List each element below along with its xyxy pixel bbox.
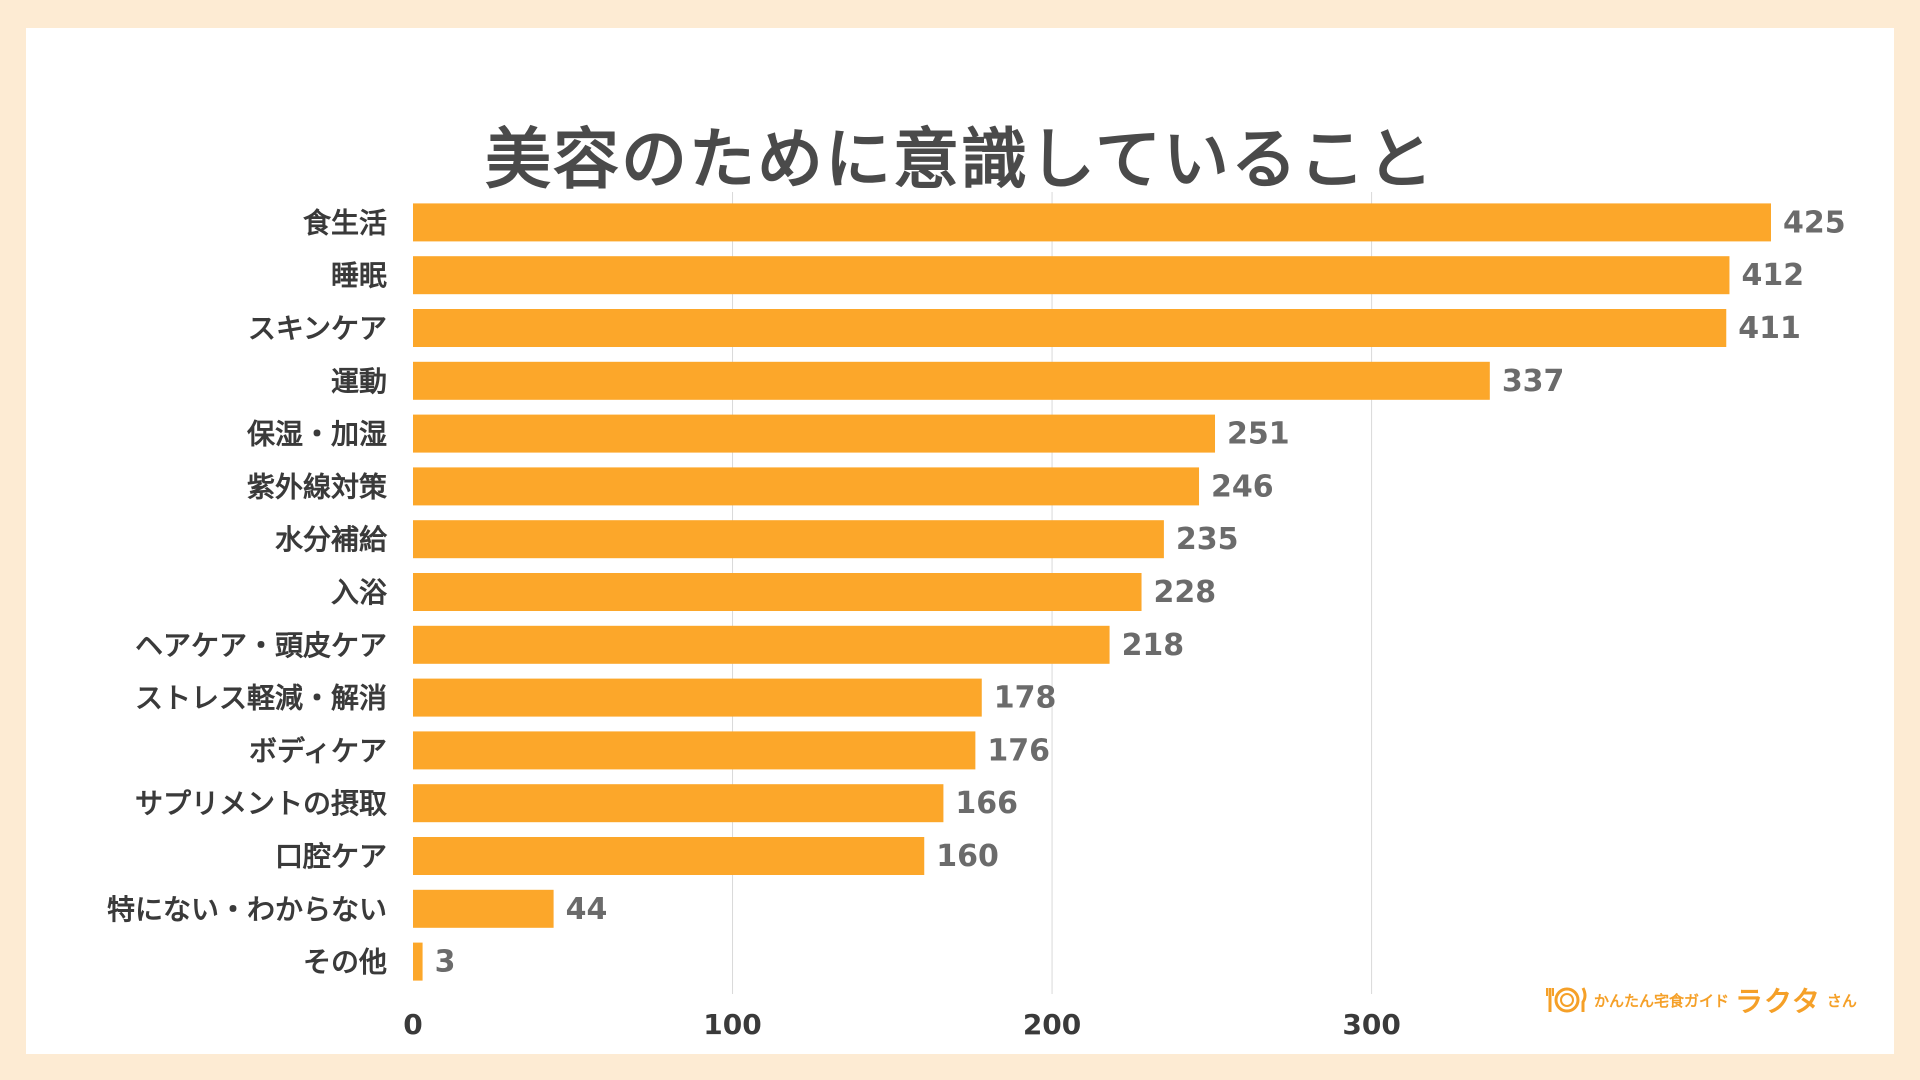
category-label: スキンケア: [248, 312, 387, 345]
bar: [413, 837, 925, 875]
chart-card: 美容のために意識していること 0 100 200 300 食生活 425 睡眠 412 スキンケ…: [26, 28, 1894, 1054]
logo-tagline: かんたん宅食ガイド: [1594, 991, 1730, 1010]
bar: [413, 520, 1164, 559]
bars: [413, 203, 1771, 981]
category-label: その他: [303, 946, 387, 979]
category-label: 紫外線対策: [247, 470, 387, 503]
category-label: サプリメントの摂取: [135, 787, 387, 820]
category-label: 入浴: [331, 576, 388, 609]
bar: [413, 625, 1110, 664]
category-label: ボディケア: [249, 734, 387, 767]
bar: [413, 256, 1730, 295]
labels: 0 100 200 300 食生活 425 睡眠 412 スキンケア 411 運動 337 保湿・加湿 2…: [107, 205, 1846, 1041]
category-label: ストレス軽減・解消: [135, 682, 387, 715]
value-label: 228: [1154, 575, 1217, 610]
x-tick-label: 100: [703, 1008, 761, 1041]
category-label: 特にない・わからない: [107, 893, 387, 926]
bar: [413, 203, 1771, 242]
category-label: 水分補給: [275, 523, 388, 556]
chart-title: 美容のために意識していること: [484, 121, 1436, 198]
category-label: 運動: [331, 365, 387, 398]
category-label: 口腔ケア: [275, 840, 387, 873]
x-tick-label: 0: [403, 1008, 422, 1041]
bar: [413, 889, 554, 928]
category-label: 保湿・加湿: [247, 418, 387, 451]
bar: [413, 414, 1216, 453]
brand-logo: かんたん宅食ガイド ラクタ さん: [1546, 980, 1857, 1020]
category-label: 睡眠: [331, 259, 387, 292]
bar-chart: 0 100 200 300 食生活 425 睡眠 412 スキンケア 411 運動 337 保湿・加湿 2…: [107, 192, 1846, 1041]
logo-name: ラクタ: [1735, 985, 1821, 1018]
bar: [413, 784, 944, 823]
value-label: 218: [1122, 628, 1185, 663]
bar: [413, 573, 1142, 611]
x-tick-label: 300: [1342, 1008, 1400, 1041]
value-label: 425: [1783, 205, 1846, 240]
plate-fork-knife-icon: [1546, 987, 1587, 1013]
bar: [413, 678, 982, 717]
value-label: 176: [987, 733, 1050, 768]
value-label: 412: [1741, 258, 1804, 293]
value-label: 178: [994, 681, 1057, 716]
x-tick-label: 200: [1023, 1008, 1081, 1041]
bar: [413, 731, 976, 770]
value-label: 337: [1502, 364, 1565, 399]
bar: [413, 309, 1727, 347]
value-label: 3: [435, 945, 456, 980]
value-label: 44: [566, 892, 608, 927]
value-label: 246: [1211, 469, 1274, 504]
value-label: 166: [955, 786, 1018, 821]
value-label: 235: [1176, 522, 1239, 557]
bar: [413, 467, 1200, 506]
value-label: 411: [1738, 311, 1801, 346]
value-label: 160: [936, 839, 999, 874]
bar: [413, 942, 423, 981]
category-label: 食生活: [303, 206, 387, 239]
logo-suffix: さん: [1826, 991, 1857, 1010]
value-label: 251: [1227, 417, 1290, 452]
category-label: ヘアケア・頭皮ケア: [135, 629, 387, 662]
bar: [413, 361, 1490, 400]
